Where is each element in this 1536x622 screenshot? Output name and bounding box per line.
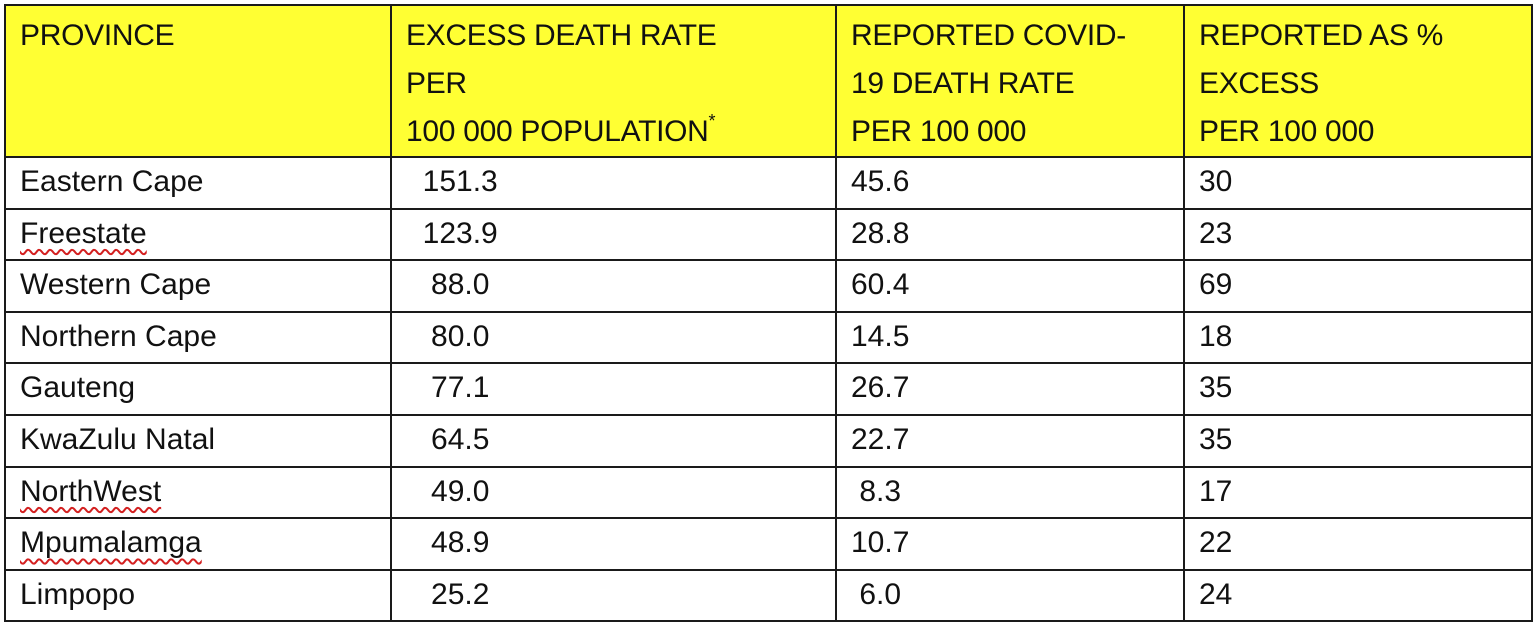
- cell-excess-death-rate-text: 48.9: [431, 526, 490, 560]
- cell-province-text: NorthWest: [20, 474, 162, 508]
- cell-reported-covid-rate-text: 45.6: [851, 165, 910, 198]
- cell-reported-covid-rate: 28.8: [835, 207, 1185, 262]
- header-reported-as-percent: REPORTED AS % EXCESS PER 100 000: [1183, 4, 1533, 158]
- cell-province: KwaZulu Natal: [4, 413, 392, 468]
- header-reported-line-3: PER 100 000: [851, 115, 1027, 148]
- cell-reported-as-percent-text: 24: [1199, 577, 1233, 611]
- table-row: NorthWest 49.0 8.3 17: [4, 465, 1533, 520]
- cell-reported-as-percent: 18: [1183, 310, 1533, 365]
- header-excess-line-3: 100 000 POPULATION: [406, 115, 709, 148]
- cell-excess-death-rate-text: 77.1: [431, 371, 490, 405]
- footnote-asterisk: *: [708, 111, 716, 131]
- cell-province-text: Freestate: [20, 216, 147, 250]
- table-row: KwaZulu Natal 64.5 22.7 35: [4, 413, 1533, 468]
- cell-reported-as-percent-text: 23: [1199, 216, 1233, 250]
- cell-province: Northern Cape: [4, 310, 392, 365]
- cell-province-text: KwaZulu Natal: [20, 422, 216, 456]
- cell-province-text: Limpopo: [20, 577, 136, 611]
- province-death-rate-table: PROVINCE EXCESS DEATH RATE PER 100 000 P…: [4, 4, 1533, 622]
- cell-province: Freestate: [4, 207, 392, 262]
- cell-excess-death-rate-text: 151.3: [422, 165, 498, 198]
- cell-province: NorthWest: [4, 465, 392, 520]
- header-percent-line-1: REPORTED AS %: [1199, 19, 1443, 52]
- cell-reported-covid-rate-text: 6.0: [859, 577, 902, 611]
- cell-excess-death-rate: 25.2: [390, 568, 837, 622]
- cell-reported-covid-rate-text: 10.7: [851, 526, 910, 560]
- cell-excess-death-rate-text: 25.2: [431, 577, 490, 611]
- cell-excess-death-rate: 48.9: [390, 517, 837, 571]
- cell-reported-covid-rate-text: 60.4: [851, 268, 910, 302]
- cell-province-text: Northern Cape: [20, 319, 217, 353]
- cell-reported-covid-rate-text: 22.7: [851, 422, 910, 456]
- cell-province-text: Gauteng: [20, 371, 136, 405]
- cell-reported-covid-rate-text: 28.8: [851, 216, 910, 250]
- cell-reported-as-percent-text: 18: [1199, 319, 1233, 353]
- cell-reported-covid-rate: 10.7: [835, 517, 1185, 571]
- cell-excess-death-rate: 123.9: [390, 207, 837, 262]
- cell-excess-death-rate-text: 88.0: [431, 268, 490, 302]
- cell-reported-as-percent-text: 30: [1199, 165, 1233, 198]
- cell-reported-as-percent: 22: [1183, 517, 1533, 571]
- cell-reported-as-percent: 35: [1183, 362, 1533, 416]
- cell-reported-as-percent-text: 35: [1199, 371, 1233, 405]
- cell-excess-death-rate-text: 64.5: [431, 422, 490, 456]
- cell-reported-covid-rate-text: 26.7: [851, 371, 910, 405]
- table-row: Freestate 123.9 28.8 23: [4, 207, 1533, 262]
- cell-reported-covid-rate: 26.7: [835, 362, 1185, 416]
- header-reported-line-1: REPORTED COVID-: [851, 19, 1126, 52]
- cell-excess-death-rate: 64.5: [390, 413, 837, 468]
- cell-reported-as-percent: 69: [1183, 259, 1533, 313]
- cell-reported-as-percent: 23: [1183, 207, 1533, 262]
- table-row: Eastern Cape 151.3 45.6 30: [4, 156, 1533, 210]
- cell-excess-death-rate: 80.0: [390, 310, 837, 365]
- cell-excess-death-rate: 88.0: [390, 259, 837, 313]
- cell-reported-covid-rate-text: 8.3: [859, 474, 902, 508]
- header-excess-death-rate: EXCESS DEATH RATE PER 100 000 POPULATION…: [390, 4, 837, 158]
- cell-province: Mpumalamga: [4, 517, 392, 571]
- cell-reported-as-percent-text: 35: [1199, 422, 1233, 456]
- header-percent-line-3: PER 100 000: [1199, 115, 1375, 148]
- header-percent-line-2: EXCESS: [1199, 67, 1319, 100]
- cell-province: Western Cape: [4, 259, 392, 313]
- table-row: Limpopo 25.2 6.0 24: [4, 568, 1533, 622]
- cell-province-text: Western Cape: [20, 268, 212, 302]
- cell-excess-death-rate: 77.1: [390, 362, 837, 416]
- cell-province: Gauteng: [4, 362, 392, 416]
- cell-reported-as-percent-text: 22: [1199, 526, 1233, 560]
- cell-reported-covid-rate: 6.0: [835, 568, 1185, 622]
- cell-province: Eastern Cape: [4, 156, 392, 210]
- cell-province-text: Eastern Cape: [20, 165, 204, 198]
- cell-reported-as-percent: 30: [1183, 156, 1533, 210]
- header-province: PROVINCE: [4, 4, 392, 158]
- cell-province: Limpopo: [4, 568, 392, 622]
- cell-reported-covid-rate: 60.4: [835, 259, 1185, 313]
- cell-reported-as-percent: 17: [1183, 465, 1533, 520]
- header-reported-covid-rate: REPORTED COVID- 19 DEATH RATE PER 100 00…: [835, 4, 1185, 158]
- cell-reported-as-percent-text: 17: [1199, 474, 1233, 508]
- header-excess-line-1: EXCESS DEATH RATE: [406, 19, 717, 52]
- cell-excess-death-rate: 49.0: [390, 465, 837, 520]
- cell-excess-death-rate-text: 80.0: [431, 319, 490, 353]
- cell-excess-death-rate-text: 49.0: [431, 474, 490, 508]
- cell-reported-covid-rate: 45.6: [835, 156, 1185, 210]
- header-province-line: PROVINCE: [20, 19, 175, 52]
- cell-reported-covid-rate: 14.5: [835, 310, 1185, 365]
- header-row: PROVINCE EXCESS DEATH RATE PER 100 000 P…: [4, 4, 1533, 158]
- table-row: Northern Cape 80.0 14.5 18: [4, 310, 1533, 365]
- table-row: Western Cape 88.0 60.4 69: [4, 259, 1533, 313]
- cell-reported-covid-rate-text: 14.5: [851, 319, 910, 353]
- header-excess-line-2: PER: [406, 67, 467, 100]
- cell-excess-death-rate: 151.3: [390, 156, 837, 210]
- cell-reported-covid-rate: 22.7: [835, 413, 1185, 468]
- cell-reported-as-percent-text: 69: [1199, 268, 1233, 302]
- cell-province-text: Mpumalamga: [20, 526, 202, 560]
- cell-reported-covid-rate: 8.3: [835, 465, 1185, 520]
- table-row: Gauteng 77.1 26.7 35: [4, 362, 1533, 416]
- cell-reported-as-percent: 24: [1183, 568, 1533, 622]
- table-row: Mpumalamga 48.9 10.7 22: [4, 517, 1533, 571]
- cell-reported-as-percent: 35: [1183, 413, 1533, 468]
- cell-excess-death-rate-text: 123.9: [422, 216, 498, 250]
- header-reported-line-2: 19 DEATH RATE: [851, 67, 1075, 100]
